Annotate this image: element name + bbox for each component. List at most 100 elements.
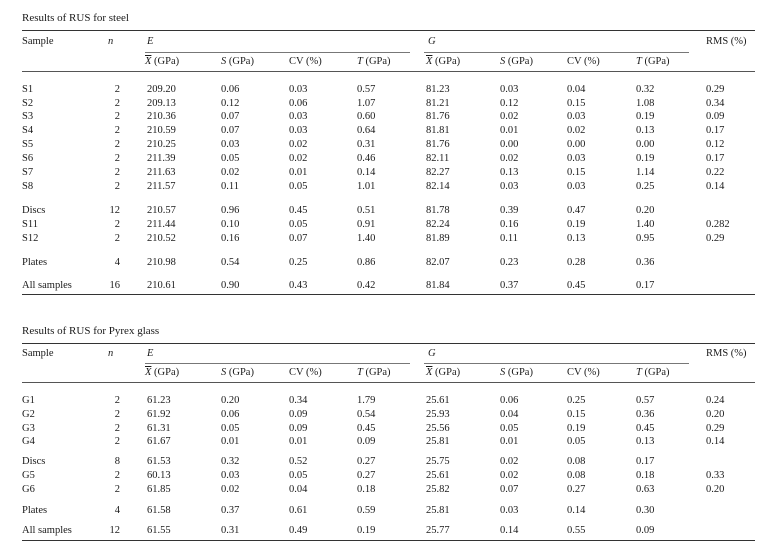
row-value: 0.19 <box>567 219 586 230</box>
row-n-value: 4 <box>114 505 120 516</box>
row-value: 0.05 <box>221 423 240 434</box>
row-value: 0.45 <box>289 205 308 216</box>
subheader-symbol: S <box>500 56 506 67</box>
row-value: 0.14 <box>357 167 376 178</box>
subheader-symbol: S <box>500 367 506 378</box>
row-value: 0.14 <box>567 505 586 516</box>
subheader-col: X (GPa) <box>145 367 179 379</box>
row-value: 210.61 <box>147 280 176 291</box>
row-value: 0.02 <box>567 125 586 136</box>
row-n-value: 2 <box>114 84 120 95</box>
row-value: 0.04 <box>289 484 308 495</box>
row-value: 0.25 <box>289 257 308 268</box>
row-value: 61.55 <box>147 525 171 536</box>
row-value: 25.81 <box>426 505 450 516</box>
subheader-symbol: S <box>221 56 227 67</box>
subheader-rule-g <box>424 52 689 53</box>
row-value: 81.81 <box>426 125 450 136</box>
row-value: 0.13 <box>567 233 586 244</box>
row-value: 0.04 <box>567 84 586 95</box>
subheader-symbol: T <box>636 367 642 378</box>
row-n-value: 16 <box>109 280 121 291</box>
row-sample-label: S3 <box>22 111 34 122</box>
row-sample-label: Discs <box>22 456 46 467</box>
row-value: 0.28 <box>567 257 586 268</box>
row-value: 0.13 <box>636 436 655 447</box>
row-value: 0.00 <box>636 139 655 150</box>
row-value: 61.67 <box>147 436 171 447</box>
row-sample-label: S1 <box>22 84 34 95</box>
row-value: 0.95 <box>636 233 655 244</box>
row-value: 0.25 <box>636 181 655 192</box>
subheader-unit: (GPa) <box>151 367 180 378</box>
row-value: 60.13 <box>147 470 171 481</box>
row-value: 211.63 <box>147 167 176 178</box>
row-value: 0.19 <box>636 111 655 122</box>
row-rms-value: 0.09 <box>706 111 725 122</box>
row-sample-label: G3 <box>22 423 35 434</box>
row-sample-label: G6 <box>22 484 35 495</box>
row-n-value: 2 <box>114 423 120 434</box>
row-value: 25.61 <box>426 395 450 406</box>
row-value: 0.49 <box>289 525 308 536</box>
table-header-bottom-rule <box>22 382 755 383</box>
row-value: 25.75 <box>426 456 450 467</box>
row-value: 0.19 <box>636 153 655 164</box>
row-sample-label: All samples <box>22 280 72 291</box>
row-sample-label: S5 <box>22 139 34 150</box>
row-value: 0.37 <box>221 505 240 516</box>
row-value: 61.58 <box>147 505 171 516</box>
row-value: 0.64 <box>357 125 376 136</box>
row-value: 61.85 <box>147 484 171 495</box>
row-n-value: 2 <box>114 395 120 406</box>
row-value: 210.98 <box>147 257 176 268</box>
row-value: 0.06 <box>289 98 308 109</box>
row-value: 0.01 <box>221 436 240 447</box>
table-header-bottom-rule <box>22 71 755 72</box>
subheader-unit: (GPa) <box>432 56 461 67</box>
row-value: 0.03 <box>221 470 240 481</box>
row-sample-label: S8 <box>22 181 34 192</box>
row-value: 0.03 <box>289 111 308 122</box>
subheader-unit: (GPa) <box>151 56 180 67</box>
row-value: 0.32 <box>221 456 240 467</box>
header-rms: RMS (%) <box>706 36 747 47</box>
row-value: 0.05 <box>500 423 519 434</box>
row-value: 0.20 <box>221 395 240 406</box>
row-value: 209.13 <box>147 98 176 109</box>
subheader-col: CV (%) <box>289 56 322 68</box>
table-top-rule <box>22 30 755 31</box>
row-value: 1.07 <box>357 98 376 109</box>
subheader-symbol: X <box>145 56 152 67</box>
row-value: 0.06 <box>500 395 519 406</box>
row-value: 0.46 <box>357 153 376 164</box>
row-value: 0.27 <box>357 456 376 467</box>
row-n-value: 2 <box>114 153 120 164</box>
row-value: 0.02 <box>221 167 240 178</box>
subheader-symbol: T <box>357 56 363 67</box>
row-value: 0.55 <box>567 525 586 536</box>
row-value: 0.03 <box>500 505 519 516</box>
row-rms-value: 0.14 <box>706 436 725 447</box>
row-value: 0.04 <box>500 409 519 420</box>
row-value: 0.51 <box>357 205 376 216</box>
row-value: 0.32 <box>636 84 655 95</box>
subheader-col: CV (%) <box>289 367 322 379</box>
row-value: 0.54 <box>357 409 376 420</box>
row-value: 61.92 <box>147 409 171 420</box>
row-value: 0.02 <box>500 470 519 481</box>
row-value: 0.09 <box>289 423 308 434</box>
row-value: 82.07 <box>426 257 450 268</box>
subheader-symbol: X <box>426 56 433 67</box>
row-rms-value: 0.282 <box>706 219 730 230</box>
subheader-col: T (GPa) <box>357 56 391 68</box>
row-value: 82.24 <box>426 219 450 230</box>
row-sample-label: G1 <box>22 395 35 406</box>
table-caption: Results of RUS for steel <box>22 12 129 24</box>
row-sample-label: S12 <box>22 233 39 244</box>
subheader-rule-g <box>424 363 689 364</box>
row-value: 0.00 <box>567 139 586 150</box>
row-n-value: 2 <box>114 484 120 495</box>
row-n-value: 12 <box>109 205 121 216</box>
row-value: 0.23 <box>500 257 519 268</box>
